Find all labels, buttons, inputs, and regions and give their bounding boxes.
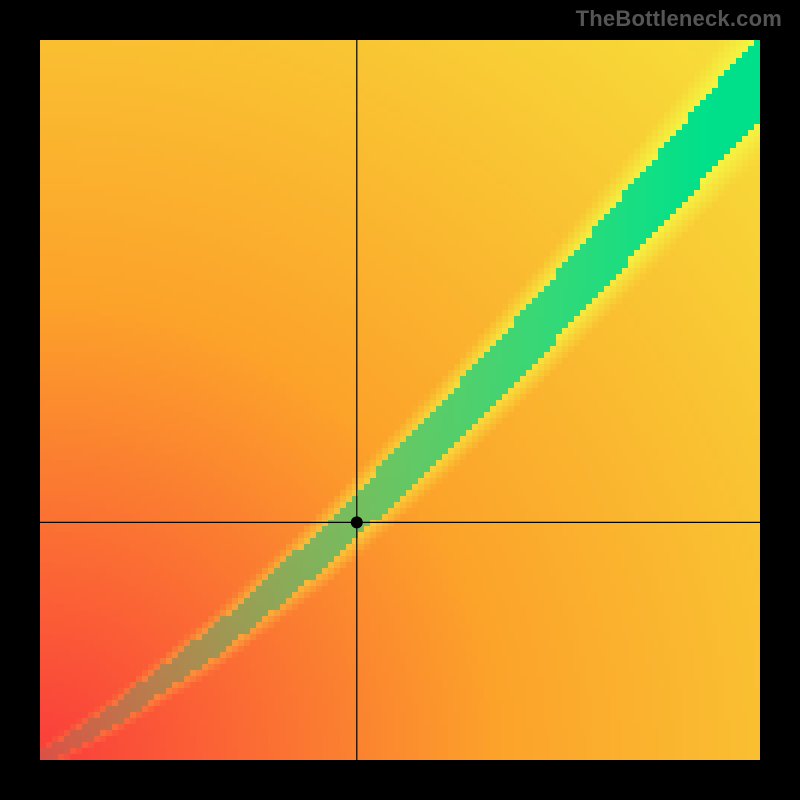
watermark-text: TheBottleneck.com [576,6,782,32]
chart-container: TheBottleneck.com [0,0,800,800]
plot-area [40,40,760,760]
heatmap-canvas [40,40,760,760]
